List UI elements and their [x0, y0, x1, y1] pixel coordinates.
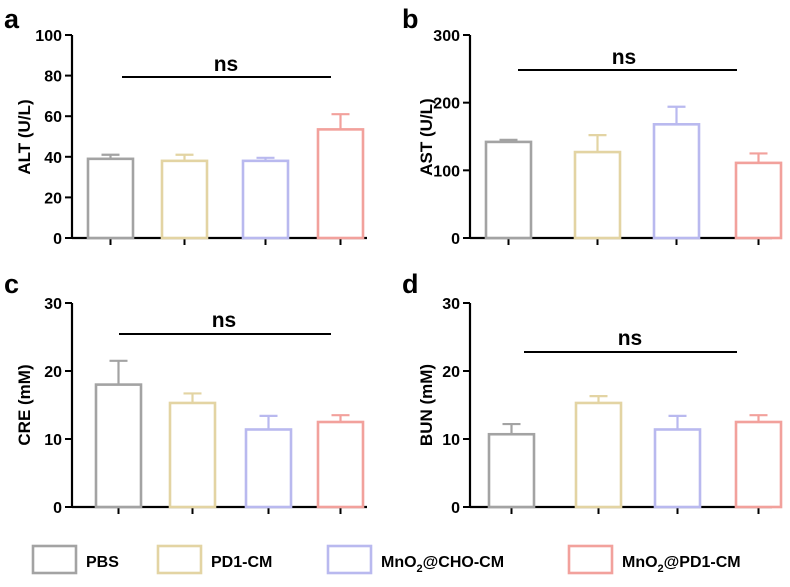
bar-pbs [86, 157, 135, 240]
significance-label: ns [212, 309, 237, 332]
y-axis-label: CRE (mM) [15, 364, 34, 445]
y-tick-label: 80 [44, 69, 62, 86]
significance-label: ns [214, 53, 239, 76]
panel-a: a 0 20 40 60 80 100 ALT (U/L) ns [4, 4, 367, 248]
bar-mno2-cho-cm [241, 159, 290, 240]
y-tick-label: 300 [433, 28, 460, 45]
legend-label: PD1-CM [211, 554, 272, 571]
y-tick-label: 0 [451, 231, 460, 248]
panel-b: b 0 100 200 300 AST (U/L) ns [402, 4, 783, 248]
y-tick-label: 40 [44, 150, 62, 167]
bar-pd1-cm [160, 159, 209, 240]
bar-mno2-cho-cm [652, 123, 701, 240]
legend-item: PD1-CM [156, 544, 272, 575]
bar-pbs [94, 383, 143, 509]
panel-letter: d [402, 269, 419, 299]
significance-label: ns [612, 46, 637, 69]
legend-item: MnO2@CHO-CM [326, 544, 504, 575]
y-tick-label: 0 [53, 231, 62, 248]
legend-item: PBS [31, 544, 119, 575]
panel-letter: c [4, 269, 19, 299]
bar-mno2-cho-cm [653, 428, 702, 509]
bar-pd1-cm [168, 401, 217, 509]
y-tick-label: 30 [44, 296, 62, 313]
legend-label: MnO2@PD1-CM [622, 554, 741, 575]
bar-mno2-pd1-cm [734, 161, 783, 240]
significance-label: ns [618, 327, 643, 350]
bar-pd1-cm [574, 401, 623, 509]
bar-pbs [484, 140, 533, 240]
legend-swatch [567, 544, 614, 575]
legend-swatch [326, 544, 373, 575]
panel-d: d 0 10 20 30 BUN (mM) ns [402, 269, 783, 517]
bar-mno2-pd1-cm [316, 420, 365, 509]
bar-mno2-pd1-cm [316, 128, 365, 240]
legend: PBS PD1-CM MnO2@CHO-CM MnO2@PD1-CM [31, 544, 741, 575]
panel-letter: b [402, 4, 419, 34]
y-tick-label: 0 [53, 500, 62, 517]
y-tick-label: 30 [442, 296, 460, 313]
legend-item: MnO2@PD1-CM [567, 544, 741, 575]
y-tick-label: 10 [44, 432, 62, 449]
y-axis-label: ALT (U/L) [15, 99, 34, 174]
y-axis-label: BUN (mM) [417, 364, 436, 446]
y-tick-label: 100 [35, 28, 62, 45]
bar-pbs [487, 432, 536, 509]
legend-label: PBS [86, 554, 119, 571]
y-tick-label: 200 [433, 96, 460, 113]
bar-mno2-pd1-cm [734, 420, 783, 509]
y-tick-label: 20 [442, 364, 460, 381]
bar-pd1-cm [573, 150, 622, 240]
y-tick-label: 20 [44, 364, 62, 381]
legend-swatch [156, 544, 203, 575]
legend-label: MnO2@CHO-CM [381, 554, 504, 575]
panel-c: c 0 10 20 30 CRE (mM) ns [4, 269, 367, 517]
bar-mno2-cho-cm [244, 428, 293, 509]
y-tick-label: 10 [442, 432, 460, 449]
panel-letter: a [4, 4, 20, 34]
y-tick-label: 60 [44, 109, 62, 126]
y-axis-label: AST (U/L) [417, 98, 436, 175]
y-tick-label: 100 [433, 163, 460, 180]
legend-swatch [31, 544, 78, 575]
y-tick-label: 20 [44, 190, 62, 207]
y-tick-label: 0 [451, 500, 460, 517]
